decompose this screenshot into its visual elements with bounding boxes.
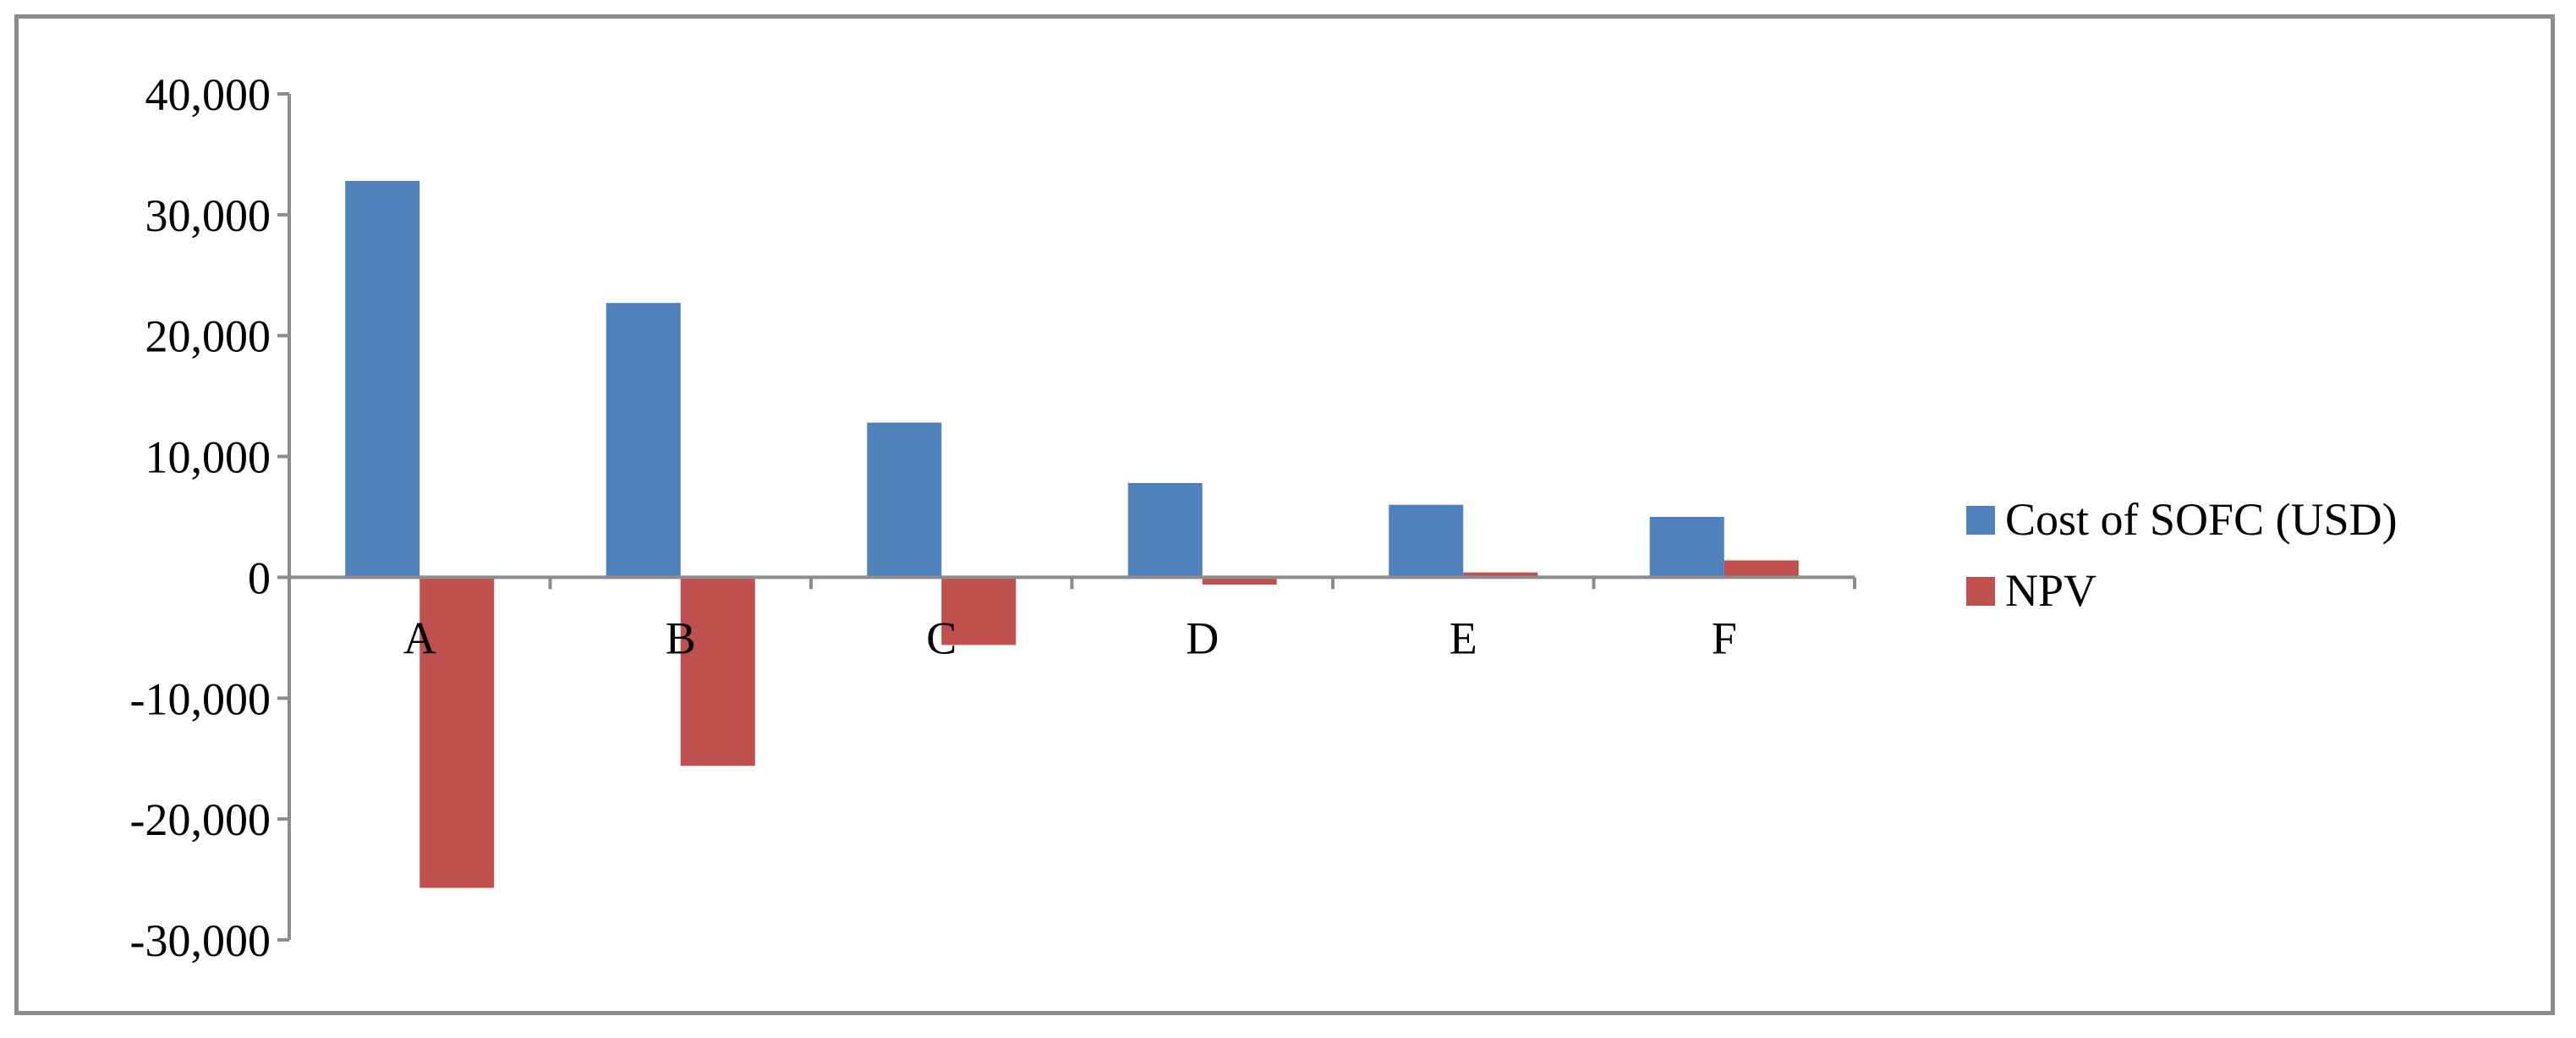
y-tick-label: 20,000 bbox=[145, 311, 271, 362]
bar-npv-c bbox=[941, 577, 1017, 645]
bar-cost-d bbox=[1127, 483, 1203, 578]
y-tick-label: -10,000 bbox=[130, 673, 271, 724]
bar-cost-b bbox=[606, 303, 681, 578]
x-category-label: C bbox=[926, 612, 956, 663]
legend-label-cost: Cost of SOFC (USD) bbox=[2005, 494, 2398, 545]
x-category-label: B bbox=[666, 612, 696, 663]
bar-npv-b bbox=[680, 577, 755, 766]
bar-cost-c bbox=[867, 422, 942, 578]
x-category-label: D bbox=[1186, 612, 1219, 663]
y-tick-label: 30,000 bbox=[145, 190, 271, 241]
bar-npv-d bbox=[1202, 577, 1277, 585]
x-category-label: A bbox=[403, 612, 436, 663]
y-tick-label: 40,000 bbox=[145, 69, 271, 120]
legend-swatch-npv bbox=[1966, 577, 1995, 606]
y-tick-label: 0 bbox=[248, 552, 271, 603]
y-tick-label: 10,000 bbox=[145, 432, 271, 483]
bar-npv-e bbox=[1463, 572, 1538, 578]
legend-swatch-cost bbox=[1966, 506, 1995, 535]
bar-cost-f bbox=[1649, 517, 1724, 578]
x-category-label: F bbox=[1712, 612, 1737, 663]
x-category-label: E bbox=[1450, 612, 1477, 663]
y-tick-label: -30,000 bbox=[130, 915, 271, 966]
y-tick-label: -20,000 bbox=[130, 794, 271, 845]
legend-label-npv: NPV bbox=[2005, 565, 2096, 616]
bar-cost-e bbox=[1389, 504, 1464, 578]
bar-cost-a bbox=[345, 180, 420, 578]
bar-npv-f bbox=[1724, 560, 1799, 578]
bar-npv-a bbox=[419, 577, 495, 888]
